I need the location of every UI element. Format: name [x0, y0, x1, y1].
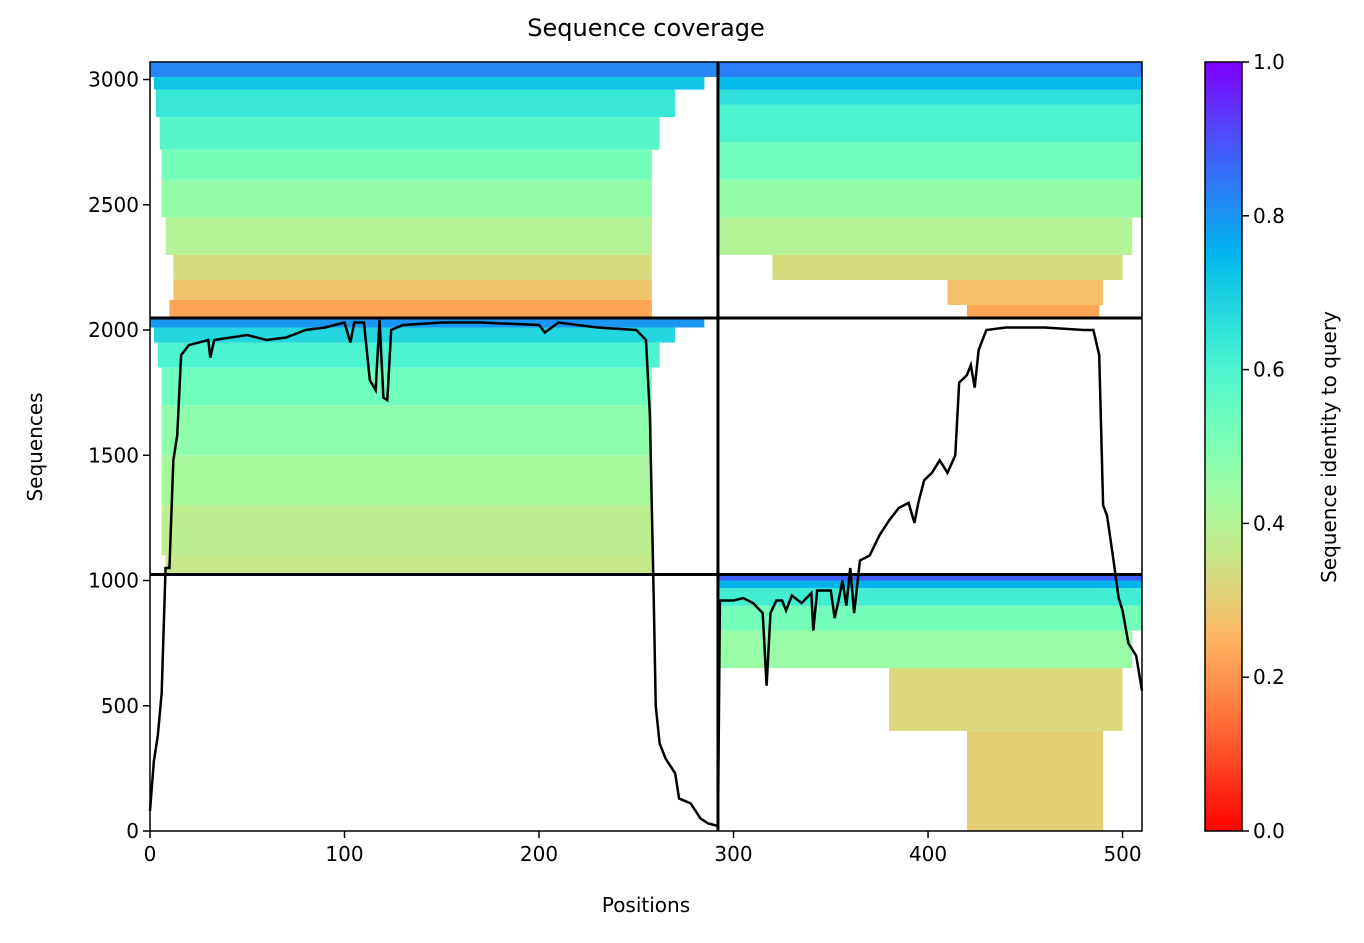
- coverage-block: [947, 279, 1104, 305]
- x-tick-label: 0: [144, 842, 157, 866]
- coverage-block: [150, 62, 718, 78]
- coverage-block: [717, 104, 1142, 143]
- colorbar-tick-label: 0.0: [1253, 819, 1285, 843]
- colorbar-tick-label: 0.8: [1253, 204, 1285, 228]
- coverage-block: [169, 299, 652, 318]
- x-tick-label: 400: [909, 842, 947, 866]
- coverage-block: [161, 405, 652, 456]
- colorbar-tick-label: 1.0: [1253, 50, 1285, 74]
- plot-frame: [149, 61, 1143, 832]
- colorbar-tick-label: 0.4: [1253, 511, 1285, 535]
- coverage-block: [717, 588, 1142, 606]
- coverage-block: [966, 304, 1100, 318]
- y-tick-label: 1000: [88, 569, 139, 593]
- y-tick-label: 2000: [88, 318, 139, 342]
- coverage-block: [161, 367, 652, 406]
- x-tick-label: 200: [520, 842, 558, 866]
- coverage-block: [717, 77, 1142, 90]
- colorbar: [1204, 61, 1243, 832]
- coverage-block: [165, 217, 652, 255]
- coverage-block: [155, 89, 676, 118]
- coverage-block: [717, 89, 1142, 105]
- coverage-block: [173, 279, 652, 300]
- x-tick-label: 300: [714, 842, 752, 866]
- coverage-block: [153, 327, 676, 343]
- y-tick-label: 0: [126, 819, 139, 843]
- coverage-block: [717, 217, 1133, 255]
- colorbar-label: Sequence identity to query: [1317, 311, 1341, 583]
- coverage-block: [717, 580, 1142, 589]
- coverage-block: [717, 630, 1133, 669]
- coverage-block: [159, 117, 660, 150]
- coverage-block: [966, 730, 1104, 831]
- y-tick-label: 1500: [88, 443, 139, 467]
- coverage-block: [717, 605, 1142, 631]
- coverage-block: [717, 62, 1142, 78]
- coverage-line: [148, 319, 1144, 828]
- coverage-block: [161, 455, 652, 506]
- y-axis-label: Sequences: [23, 392, 47, 501]
- coverage-block: [161, 179, 652, 218]
- coverage-block: [717, 142, 1142, 180]
- coverage-block: [161, 149, 652, 180]
- coverage-block: [157, 342, 660, 368]
- coverage-block: [173, 254, 652, 280]
- x-axis-label: Positions: [602, 893, 690, 917]
- colorbar-tick-label: 0.2: [1253, 665, 1285, 689]
- y-tick-label: 3000: [88, 68, 139, 92]
- coverage-block: [889, 668, 1123, 731]
- coverage-block: [153, 77, 705, 90]
- coverage-block: [161, 505, 652, 556]
- coverage-block: [772, 254, 1123, 280]
- colorbar-tick-label: 0.6: [1253, 358, 1285, 382]
- coverage-block: [717, 574, 1142, 581]
- x-tick-label: 500: [1103, 842, 1141, 866]
- y-tick-label: 500: [101, 694, 139, 718]
- x-tick-label: 100: [325, 842, 363, 866]
- chart-title: Sequence coverage: [527, 14, 764, 42]
- y-tick-label: 2500: [88, 193, 139, 217]
- coverage-block: [165, 555, 652, 575]
- coverage-block: [717, 179, 1142, 218]
